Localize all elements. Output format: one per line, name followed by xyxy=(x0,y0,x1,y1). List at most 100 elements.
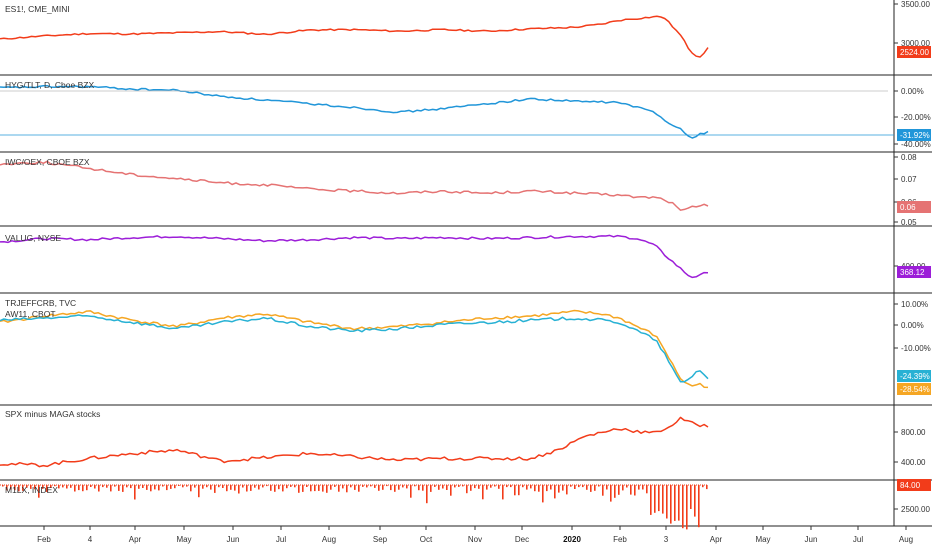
histogram-bar xyxy=(490,485,492,488)
series-line-1 xyxy=(0,314,709,383)
histogram-bar xyxy=(26,485,28,488)
x-tick-label: Apr xyxy=(710,535,723,544)
histogram-bar xyxy=(466,485,468,494)
histogram-bar xyxy=(318,485,320,491)
y-tick-label: 800.00 xyxy=(901,428,926,437)
histogram-bar xyxy=(618,485,620,495)
histogram-bar xyxy=(354,485,356,490)
histogram-bar xyxy=(502,485,504,500)
histogram-bar xyxy=(514,485,516,496)
histogram-bar xyxy=(650,485,652,515)
histogram-bar xyxy=(146,485,148,490)
histogram-bar xyxy=(114,485,116,487)
last-value-badge-label: 368.12 xyxy=(900,268,925,277)
last-value-badge-bg xyxy=(897,129,931,141)
histogram-bar xyxy=(266,485,268,487)
histogram-bar xyxy=(226,485,228,492)
histogram-bar xyxy=(374,485,376,488)
last-value-badge-aw11-bg xyxy=(897,370,931,382)
histogram-bar xyxy=(458,485,460,487)
histogram-bar xyxy=(686,485,688,530)
series-line xyxy=(0,416,709,468)
histogram-bar xyxy=(74,485,76,492)
histogram-bar xyxy=(30,485,32,489)
histogram-bar xyxy=(678,485,680,521)
last-value-badge: 84.00 xyxy=(897,479,931,491)
histogram-bar xyxy=(334,485,336,487)
histogram-bar xyxy=(22,485,24,491)
histogram-bar xyxy=(366,485,368,488)
pane-title: M1LX, INDEX xyxy=(5,485,58,495)
histogram-bar xyxy=(634,485,636,496)
histogram-bar xyxy=(106,485,108,488)
series-line xyxy=(0,234,709,279)
histogram-bar xyxy=(530,485,532,489)
histogram-bar xyxy=(470,485,472,491)
histogram-bar xyxy=(554,485,556,499)
series-line xyxy=(0,84,709,139)
x-tick-label: Feb xyxy=(37,535,51,544)
histogram-bar xyxy=(54,485,56,487)
histogram-bar xyxy=(610,485,612,502)
histogram-bar xyxy=(414,485,416,487)
y-tick-label: 2500.00 xyxy=(901,505,930,514)
series-line-0 xyxy=(0,309,709,389)
histogram-bar xyxy=(322,485,324,492)
last-value-badge-label: -31.92% xyxy=(900,131,930,140)
histogram-bar xyxy=(58,485,60,489)
histogram-bar xyxy=(294,485,296,488)
histogram-bar xyxy=(574,485,576,489)
histogram-bar xyxy=(702,485,704,488)
histogram-bar xyxy=(126,485,128,488)
histogram-bar xyxy=(454,485,456,488)
last-value-badge-aw11: -24.39% xyxy=(897,370,931,382)
histogram-bar xyxy=(534,485,536,492)
y-tick-label: -20.00% xyxy=(901,113,931,122)
histogram-bar xyxy=(542,485,544,503)
last-value-badge-bg xyxy=(897,201,931,213)
histogram-bar xyxy=(194,485,196,488)
histogram-bar xyxy=(170,485,172,489)
histogram-bar xyxy=(378,485,380,491)
histogram-bar xyxy=(174,485,176,489)
histogram-bar xyxy=(326,485,328,493)
histogram-bar xyxy=(486,485,488,490)
histogram-bar xyxy=(546,485,548,492)
histogram-bar xyxy=(86,485,88,491)
y-tick-label: 3500.00 xyxy=(901,0,930,9)
last-value-badge-bg xyxy=(897,46,931,58)
histogram-bar xyxy=(526,485,528,490)
histogram-bar xyxy=(18,485,20,492)
y-tick-label: 0.08 xyxy=(901,153,917,162)
histogram-bar xyxy=(398,485,400,490)
histogram-bar xyxy=(586,485,588,490)
x-tick-label: Feb xyxy=(613,535,627,544)
histogram-bar xyxy=(262,485,264,488)
y-tick-label: 0.05 xyxy=(901,218,917,227)
histogram-bar xyxy=(446,485,448,490)
y-tick-label: -40.00% xyxy=(901,140,931,149)
x-tick-label: Sep xyxy=(373,535,388,544)
histogram-bar xyxy=(78,485,80,491)
histogram-bar xyxy=(658,485,660,512)
histogram-bar xyxy=(494,485,496,487)
histogram-bar xyxy=(438,485,440,490)
histogram-bar xyxy=(402,485,404,488)
histogram-bar xyxy=(406,485,408,489)
last-value-badge: 0.06 xyxy=(897,201,931,213)
last-value-badge-bg xyxy=(897,266,931,278)
x-tick-label: Apr xyxy=(129,535,142,544)
histogram-bar xyxy=(606,485,608,490)
histogram-bar xyxy=(62,485,64,488)
histogram-bar xyxy=(102,485,104,488)
histogram-bar xyxy=(422,485,424,491)
histogram-bar xyxy=(222,485,224,488)
histogram-bar xyxy=(442,485,444,489)
histogram-bar xyxy=(538,485,540,492)
pane-title: TRJEFFCRB, TVC xyxy=(5,298,76,308)
histogram-bar xyxy=(522,485,524,488)
histogram-bar xyxy=(34,485,36,490)
histogram-bar xyxy=(210,485,212,490)
